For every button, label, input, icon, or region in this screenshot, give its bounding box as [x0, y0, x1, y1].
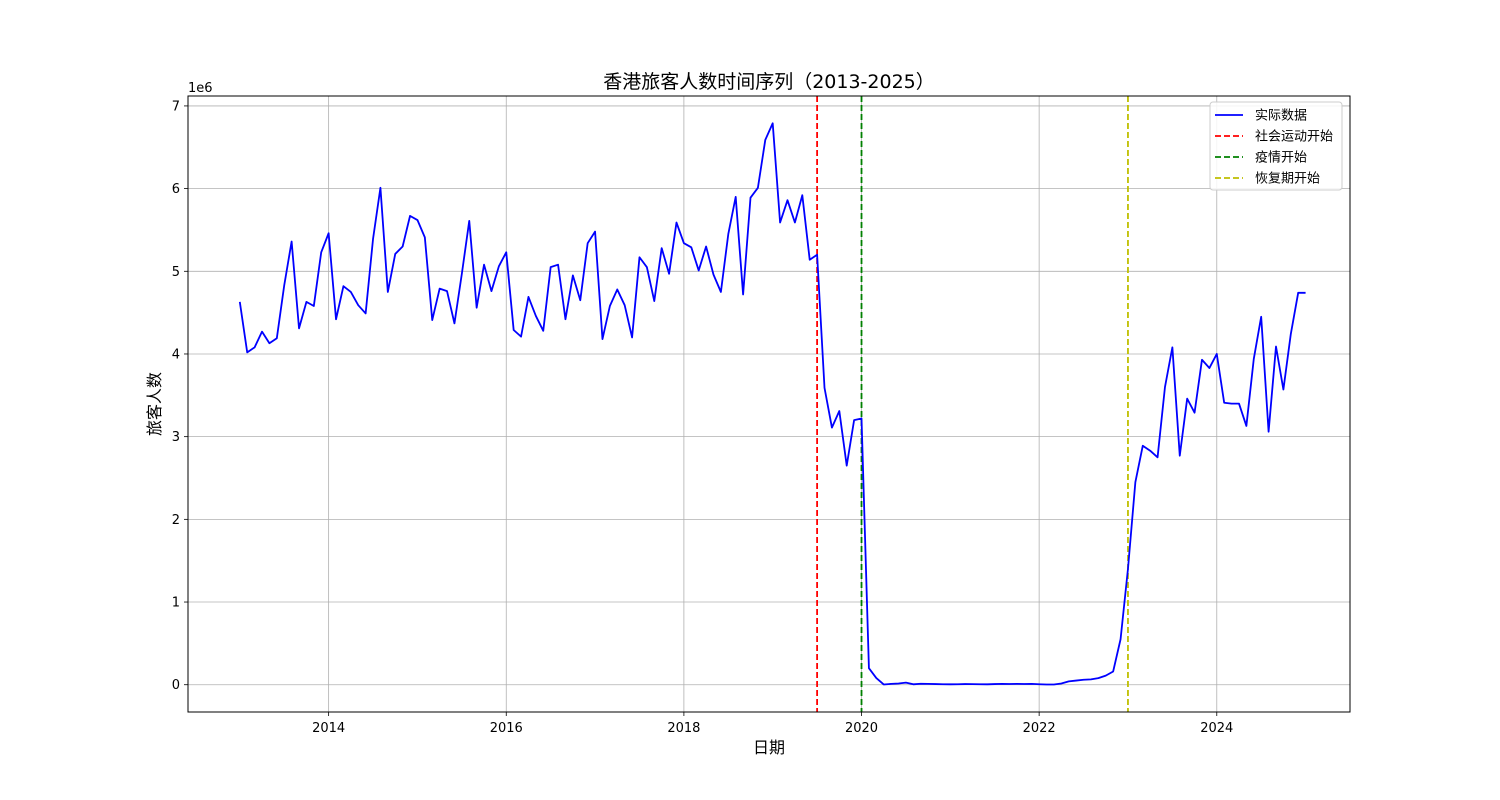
y-tick-label: 5 — [172, 265, 180, 280]
x-tick-label: 2022 — [1023, 721, 1056, 736]
y-offset-label: 1e6 — [188, 81, 213, 96]
y-axis-label: 旅客人数 — [145, 372, 164, 436]
legend-label: 社会运动开始 — [1255, 129, 1333, 145]
legend-box — [1209, 101, 1343, 191]
x-tick-label: 2020 — [845, 721, 878, 736]
x-axis-label: 日期 — [753, 738, 785, 757]
y-axis-ticks: 0 1 2 3 4 5 6 7 — [172, 99, 188, 693]
y-tick-label: 0 — [172, 678, 180, 693]
y-tick-label: 2 — [172, 513, 180, 528]
y-tick-label: 4 — [172, 347, 180, 362]
y-tick-label: 3 — [172, 430, 180, 445]
x-tick-label: 2018 — [667, 721, 700, 736]
y-tick-label: 6 — [172, 182, 180, 197]
series-lines — [238, 122, 1306, 686]
chart-title: 香港旅客人数时间序列（2013-2025） — [603, 71, 935, 93]
plot-frame — [187, 95, 1351, 713]
legend-label: 实际数据 — [1255, 109, 1307, 124]
x-tick-label: 2016 — [490, 721, 523, 736]
x-tick-label: 2024 — [1200, 721, 1233, 736]
legend-label: 恢复期开始 — [1255, 172, 1320, 187]
x-tick-label: 2014 — [312, 721, 345, 736]
grid-lines — [188, 96, 1350, 712]
x-axis-ticks: 2014 2016 2018 2020 2022 2024 — [312, 712, 1233, 736]
legend-label: 疫情开始 — [1255, 150, 1307, 166]
y-tick-label: 7 — [172, 99, 180, 114]
reference-lines — [816, 96, 1129, 712]
series-line — [238, 122, 1306, 686]
y-tick-label: 1 — [172, 596, 180, 611]
